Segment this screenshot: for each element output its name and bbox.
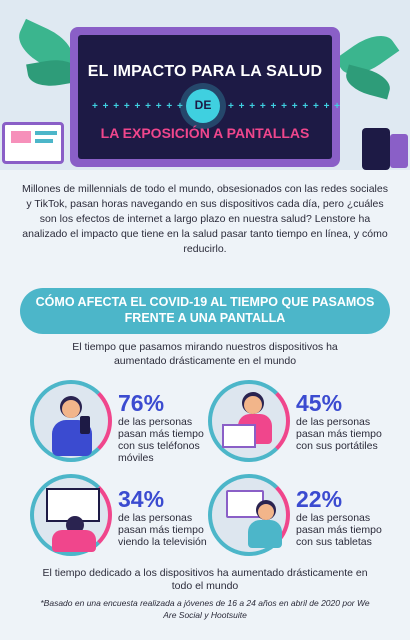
laptop-icon — [222, 424, 256, 448]
de-label: DE — [194, 98, 212, 112]
stat-text: de las personas pasan más tiempo con sus… — [296, 416, 382, 452]
phone-icon — [80, 416, 90, 434]
stat-percent: 34% — [118, 486, 165, 512]
stat-illustration-laptop — [208, 380, 290, 462]
stat-percent: 76% — [118, 390, 165, 416]
footer-summary: El tiempo dedicado a los dispositivos ha… — [42, 567, 368, 592]
section-banner — [20, 288, 390, 334]
phone-illustration-2 — [390, 134, 408, 168]
stat-illustration-tablet — [208, 474, 290, 556]
footer-note: *Basado en una encuesta realizada a jóve… — [40, 598, 370, 620]
page-title: EL IMPACTO PARA LA SALUD — [87, 63, 323, 80]
stat-text: de las personas pasan más tiempo con sus… — [296, 512, 382, 548]
section-lead: El tiempo que pasamos mirando nuestros d… — [72, 341, 338, 367]
stat-text: de las personas pasan más tiempo con sus… — [118, 416, 204, 464]
tablet-illustration — [2, 122, 64, 164]
stat-percent: 45% — [296, 390, 343, 416]
phone-illustration — [362, 128, 390, 170]
section-banner-text: CÓMO AFECTA EL COVID-19 AL TIEMPO QUE PA… — [35, 295, 375, 325]
page-subtitle: LA EXPOSICIÓN A PANTALLAS — [100, 125, 310, 141]
stat-illustration-tv — [30, 474, 112, 556]
stat-percent: 22% — [296, 486, 343, 512]
dots-left: + + + + + + + + + + + — [92, 101, 206, 112]
stat-text: de las personas pasan más tiempo viendo … — [118, 512, 207, 548]
dots-right: + + + + + + + + + + + — [228, 101, 342, 112]
de-badge — [186, 89, 220, 123]
stat-illustration-phone — [30, 380, 112, 462]
intro-paragraph: Millones de millennials de todo el mundo… — [22, 183, 388, 255]
